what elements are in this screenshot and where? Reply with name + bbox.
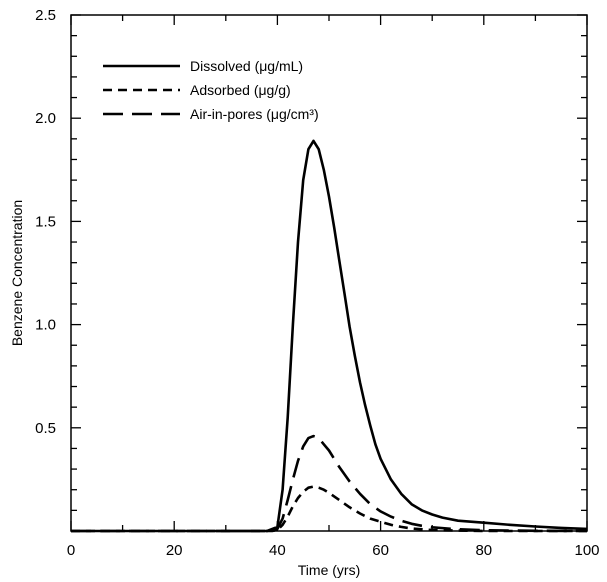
y-tick-label: 1.5 (35, 213, 56, 230)
series-line-2 (71, 485, 587, 533)
x-axis-label: Time (yrs) (298, 562, 360, 578)
x-tick-label: 60 (372, 542, 389, 559)
y-axis-label: Benzene Concentration (9, 200, 25, 346)
series-line-3 (71, 434, 588, 533)
y-tick-label: 0.5 (35, 420, 56, 437)
plot-area-frame (70, 14, 588, 532)
x-axis-ticks (70, 15, 588, 531)
x-tick-label: 40 (269, 542, 286, 559)
legend-label: Dissolved (μg/mL) (190, 58, 303, 74)
x-tick-label: 80 (475, 542, 492, 559)
y-axis-ticks (71, 14, 587, 532)
x-axis-tick-labels: 0 20 40 60 80 100 (67, 542, 600, 559)
y-tick-label: 2.0 (35, 110, 56, 127)
series-lines (71, 139, 588, 533)
legend-label: Adsorbed (μg/g) (190, 82, 291, 98)
legend-label: Air-in-pores (μg/cm³) (190, 106, 319, 122)
x-tick-label: 20 (166, 542, 183, 559)
legend: Dissolved (μg/mL) Adsorbed (μg/g) Air-in-p… (103, 58, 319, 122)
series-line-1 (71, 139, 588, 533)
y-tick-label: 1.0 (35, 317, 56, 334)
y-axis-tick-labels: 0.5 1.0 1.5 2.0 2.5 (35, 7, 56, 437)
x-tick-label: 0 (67, 542, 75, 559)
y-tick-label: 2.5 (35, 7, 56, 24)
x-tick-label: 100 (574, 542, 599, 559)
